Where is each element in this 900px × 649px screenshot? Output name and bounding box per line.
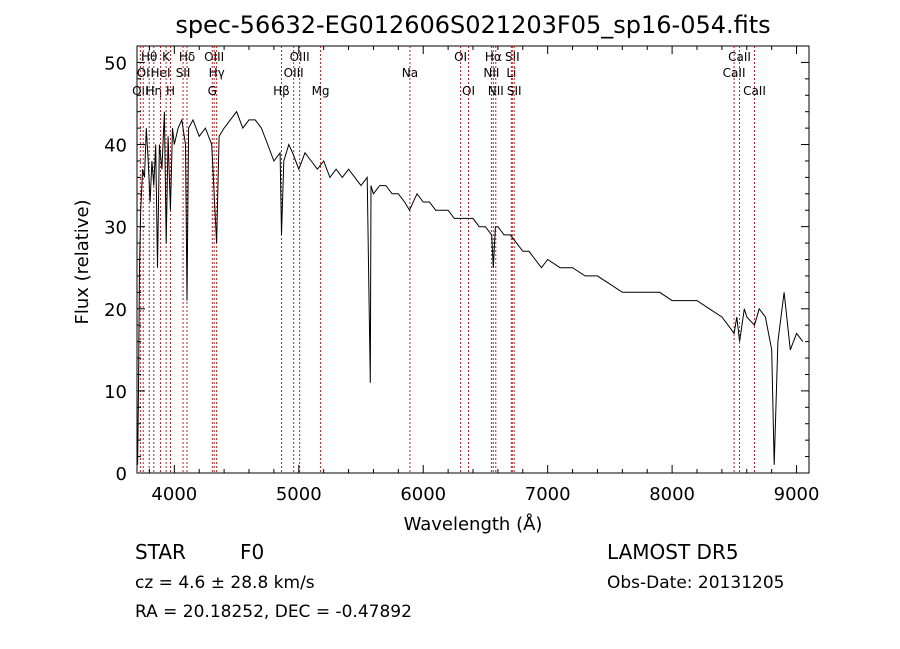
x-tick-label: 8000: [649, 484, 695, 505]
marker-label: OI: [462, 84, 475, 98]
marker-label: OI: [137, 66, 150, 80]
marker-label: SII: [176, 66, 191, 80]
marker-label: Hβ: [273, 84, 290, 98]
marker-label: H: [166, 84, 175, 98]
x-tick-label: 4000: [151, 484, 197, 505]
y-tick-label: 40: [104, 136, 127, 157]
marker-label: CaII: [743, 84, 766, 98]
y-tick-label: 0: [116, 464, 127, 485]
marker-label: CaII: [723, 66, 746, 80]
marker-label: K: [162, 50, 171, 64]
x-tick-label: 5000: [276, 484, 322, 505]
x-tick-label: 6000: [400, 484, 446, 505]
chart-title: spec-56632-EG012606S021203F05_sp16-054.f…: [175, 11, 770, 39]
y-tick-label: 10: [104, 382, 127, 403]
marker-label: NII: [483, 66, 499, 80]
marker-label: OI: [454, 50, 467, 64]
x-tick-label: 9000: [774, 484, 820, 505]
redshift-info: cz = 4.6 ± 28.8 km/s: [135, 573, 315, 593]
y-axis-label: Flux (relative): [72, 199, 93, 324]
marker-label: SII: [507, 84, 522, 98]
spectrum-series-line: [137, 110, 804, 465]
marker-label: OIII: [284, 66, 304, 80]
axis-ticks: 4000 5000 6000 7000 8000 9000 0 10 20 30 40 50: [104, 46, 819, 505]
marker-label: Hγ: [209, 66, 225, 80]
survey-name: LAMOST DR5: [607, 540, 739, 564]
marker-label: OIII: [204, 50, 224, 64]
object-class: STAR: [135, 540, 186, 564]
x-axis-label: Wavelength (Å): [404, 513, 543, 535]
y-tick-label: 50: [104, 53, 127, 74]
marker-label: Na: [402, 66, 418, 80]
observation-date: Obs-Date: 20131205: [607, 573, 785, 593]
coordinates-info: RA = 20.18252, DEC = -0.47892: [135, 602, 412, 622]
marker-label: CaII: [728, 50, 751, 64]
marker-label: SII: [505, 50, 520, 64]
object-subclass: F0: [240, 540, 265, 564]
marker-label: NII: [488, 84, 504, 98]
marker-label: Hθ: [141, 50, 157, 64]
marker-label: Hη: [145, 84, 162, 98]
marker-label: Hα: [485, 50, 502, 64]
x-tick-label: 7000: [525, 484, 571, 505]
y-tick-label: 20: [104, 300, 127, 321]
plot-frame: [136, 45, 810, 474]
marker-label: Li: [506, 66, 516, 80]
marker-label: Hδ: [179, 50, 195, 64]
y-tick-label: 30: [104, 218, 127, 239]
marker-label: OII: [132, 84, 149, 98]
marker-label: Mg: [312, 84, 330, 98]
marker-label: G: [208, 84, 217, 98]
marker-label: OIII: [290, 50, 310, 64]
marker-label: HeI: [151, 66, 171, 80]
